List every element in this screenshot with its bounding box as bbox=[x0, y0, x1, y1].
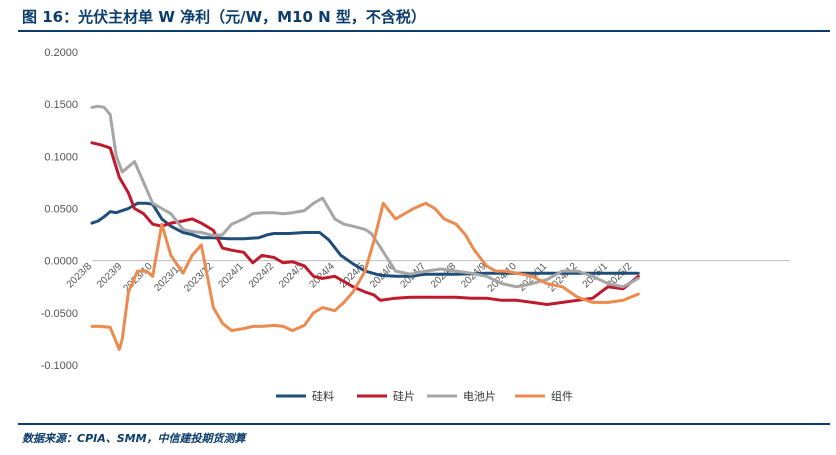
y-axis-labels: 0.2000 0.1500 0.1000 0.0500 0.0000 -0.0500 -0.… bbox=[41, 47, 78, 372]
x-tick-label: 2023/11 bbox=[152, 261, 185, 294]
series-line-2 bbox=[90, 104, 640, 289]
y-tick-label: 0.0500 bbox=[44, 204, 78, 216]
series-lines bbox=[90, 104, 640, 351]
legend: 硅料 硅片 电池片 组件 bbox=[276, 389, 573, 403]
line-chart: 0.2000 0.1500 0.1000 0.0500 0.0000 -0.0500 -0.… bbox=[41, 47, 790, 403]
figure-title: 图 16：光伏主材单 W 净利（元/W，M10 N 型，不含税） bbox=[22, 8, 426, 26]
x-tick-label: 2024/2 bbox=[247, 261, 277, 291]
legend-label: 硅料 bbox=[312, 389, 334, 403]
legend-label: 组件 bbox=[551, 389, 573, 403]
bottom-divider bbox=[18, 423, 830, 425]
y-tick-label: -0.0500 bbox=[41, 308, 78, 320]
x-tick-label: 2024/1 bbox=[216, 261, 246, 291]
y-tick-label: -0.1000 bbox=[41, 360, 78, 372]
x-tick-label: 2023/10 bbox=[121, 261, 155, 295]
source-note: 数据来源：CPIA、SMM，中信建投期货测算 bbox=[22, 432, 246, 445]
series-line-3 bbox=[90, 201, 640, 351]
title-bar: 图 16：光伏主材单 W 净利（元/W，M10 N 型，不含税） bbox=[0, 0, 836, 30]
y-tick-label: 0.2000 bbox=[44, 47, 78, 59]
top-divider bbox=[18, 30, 830, 32]
legend-label: 电池片 bbox=[463, 390, 496, 403]
series-line-0 bbox=[90, 201, 640, 278]
legend-label: 硅片 bbox=[393, 390, 415, 403]
y-tick-label: 0.1000 bbox=[44, 151, 78, 163]
x-tick-label: 2025/1 bbox=[581, 261, 611, 291]
y-tick-label: 0.0000 bbox=[44, 256, 78, 268]
x-tick-label: 2023/9 bbox=[95, 261, 125, 291]
y-tick-label: 0.1500 bbox=[44, 99, 78, 111]
